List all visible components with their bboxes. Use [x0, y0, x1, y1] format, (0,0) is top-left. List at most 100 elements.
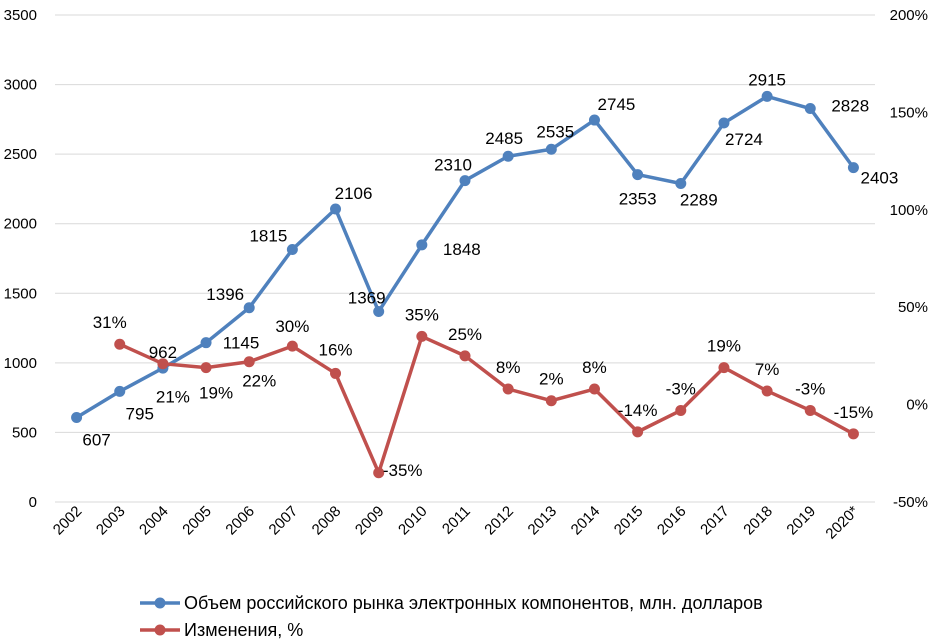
- data-point-0: [416, 239, 428, 251]
- data-label-1: -3%: [795, 379, 825, 398]
- data-point-0: [373, 306, 385, 318]
- data-label-1: -35%: [383, 461, 423, 480]
- data-label-1: -15%: [834, 403, 874, 422]
- y-tick-label: 2500: [4, 146, 37, 163]
- y-tick-label: 1500: [4, 285, 37, 302]
- y2-tick-label: 100%: [890, 202, 928, 219]
- data-label-1: 7%: [755, 360, 780, 379]
- x-tick-label: 2019: [783, 503, 819, 539]
- y2-tick-label: 150%: [890, 104, 928, 121]
- data-point-1: [157, 358, 169, 370]
- y-tick-label: 3500: [4, 7, 37, 24]
- data-point-0: [502, 150, 514, 162]
- data-label-1: 19%: [707, 337, 741, 356]
- data-point-0: [545, 143, 557, 155]
- y-tick-label: 3000: [4, 77, 37, 94]
- data-label-1: 2%: [539, 370, 564, 389]
- data-label-0: 2535: [536, 122, 574, 141]
- data-point-0: [71, 412, 83, 424]
- data-label-1: 30%: [275, 317, 309, 336]
- left-axis-ticks: 0 500 1000 1500 2000 2500 3000 3500: [4, 7, 37, 511]
- data-point-0: [200, 337, 212, 349]
- x-tick-label: 2008: [309, 503, 345, 539]
- data-point-0: [588, 114, 600, 126]
- data-label-1: -3%: [666, 379, 696, 398]
- y-tick-label: 0: [29, 494, 37, 511]
- data-point-0: [804, 103, 816, 115]
- data-point-1: [545, 395, 557, 407]
- data-point-1: [761, 385, 773, 397]
- y-tick-label: 2000: [4, 216, 37, 233]
- data-point-1: [286, 340, 298, 352]
- data-labels-layer: 607 795 962 1145 1396 1815 2106 1369 1848 2310 248…: [82, 70, 898, 479]
- series-layer: [71, 90, 859, 479]
- data-label-1: 21%: [156, 388, 190, 407]
- x-tick-label: 2013: [525, 503, 561, 539]
- data-point-1: [718, 362, 730, 374]
- x-tick-label: 2005: [179, 503, 215, 539]
- data-label-1: 8%: [496, 358, 521, 377]
- data-label-0: 2485: [485, 129, 523, 148]
- data-label-0: 2106: [335, 184, 373, 203]
- data-point-0: [718, 117, 730, 129]
- data-point-0: [330, 203, 342, 215]
- right-axis-ticks: -50% 0% 50% 100% 150% 200%: [890, 7, 928, 511]
- data-point-0: [459, 175, 471, 187]
- data-label-0: 962: [149, 343, 177, 362]
- x-tick-label: 2006: [222, 503, 258, 539]
- data-point-0: [675, 178, 687, 190]
- legend: Объем российского рынка электронных комп…: [140, 593, 763, 640]
- data-point-0: [632, 169, 644, 181]
- x-tick-label: 2020*: [822, 503, 862, 543]
- data-label-1: 16%: [319, 340, 353, 359]
- y-tick-label: 500: [12, 424, 37, 441]
- data-label-0: 1848: [443, 240, 481, 259]
- data-point-1: [459, 350, 471, 362]
- data-label-0: 2828: [831, 97, 869, 116]
- x-tick-label: 2016: [654, 503, 690, 539]
- x-tick-label: 2017: [697, 503, 733, 539]
- x-tick-label: 2018: [740, 503, 776, 539]
- y2-tick-label: 0%: [906, 397, 928, 414]
- data-label-1: 19%: [199, 384, 233, 403]
- data-point-1: [330, 367, 342, 379]
- data-label-0: 1396: [206, 285, 244, 304]
- data-point-1: [200, 362, 212, 374]
- x-tick-label: 2011: [439, 503, 474, 538]
- data-point-1: [373, 467, 385, 479]
- x-tick-label: 2003: [93, 503, 129, 539]
- x-tick-label: 2012: [481, 503, 517, 539]
- data-point-1: [847, 428, 859, 440]
- data-label-1: 8%: [582, 358, 607, 377]
- data-label-0: 1145: [223, 334, 260, 353]
- x-axis-ticks: 2002 2003 2004 2005 2006 2007 2008 2009 2010 2011…: [50, 501, 875, 543]
- data-label-0: 2403: [861, 169, 899, 188]
- y-tick-label: 1000: [4, 355, 37, 372]
- data-point-1: [416, 330, 428, 342]
- data-point-1: [502, 383, 514, 395]
- data-point-1: [588, 383, 600, 395]
- y2-tick-label: -50%: [893, 494, 928, 511]
- data-label-1: -14%: [618, 401, 658, 420]
- y2-tick-label: 50%: [898, 299, 928, 316]
- data-point-0: [761, 90, 773, 102]
- legend-swatch-marker: [154, 624, 166, 636]
- data-label-0: 607: [82, 431, 110, 450]
- data-label-1: 35%: [405, 305, 439, 324]
- x-tick-label: 2010: [395, 503, 431, 539]
- x-tick-label: 2004: [136, 503, 172, 539]
- data-point-0: [243, 302, 255, 314]
- data-point-1: [632, 426, 644, 438]
- data-point-0: [847, 162, 859, 174]
- series-line-1: [119, 334, 855, 475]
- data-point-1: [804, 404, 816, 416]
- data-label-0: 795: [126, 404, 154, 423]
- legend-label: Объем российского рынка электронных комп…: [184, 593, 763, 613]
- legend-swatch-marker: [154, 597, 166, 609]
- legend-label: Изменения, %: [184, 620, 303, 640]
- x-tick-label: 2002: [50, 503, 86, 539]
- data-label-0: 2289: [680, 191, 718, 210]
- data-label-1: 25%: [448, 325, 482, 344]
- data-label-0: 2745: [598, 95, 636, 114]
